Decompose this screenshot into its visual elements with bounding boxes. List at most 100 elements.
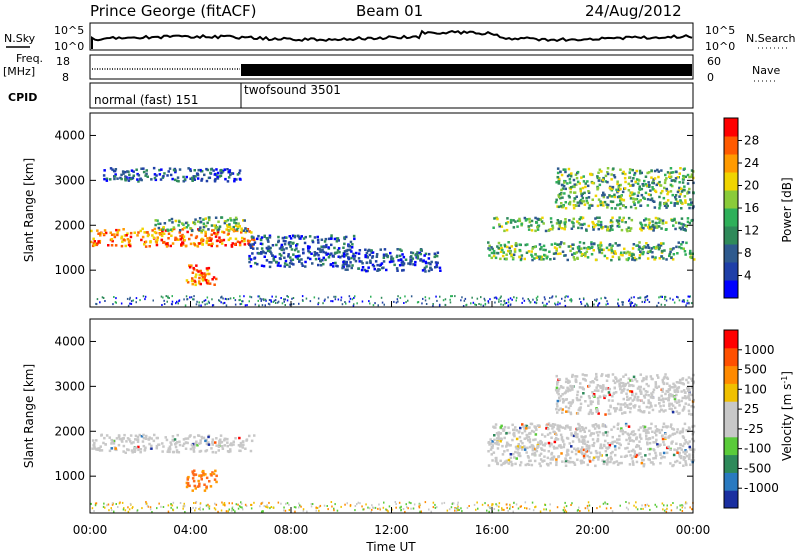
- echo-cell: [133, 231, 136, 234]
- echo-cell: [625, 228, 629, 231]
- echo-cell: [562, 184, 566, 188]
- echo-cell: [191, 470, 194, 473]
- echo-cell: [94, 504, 97, 507]
- echo-cell: [617, 184, 621, 187]
- echo-cell: [683, 167, 686, 170]
- echo-cell: [526, 446, 529, 450]
- echo-cell: [503, 425, 507, 429]
- echo-cell: [127, 240, 131, 244]
- echo-cell: [162, 506, 165, 508]
- echo-cell: [661, 249, 664, 253]
- echo-cell: [596, 439, 600, 442]
- echo-cell: [632, 384, 635, 388]
- echo-cell: [601, 226, 605, 229]
- echo-cell: [642, 401, 645, 405]
- echo-cell: [289, 303, 291, 306]
- echo-cell: [582, 200, 586, 203]
- echo-cell: [497, 431, 500, 434]
- echo-cell: [556, 176, 560, 179]
- echo-cell: [535, 428, 538, 431]
- echo-cell: [670, 504, 672, 507]
- echo-cell: [569, 428, 572, 431]
- echo-cell: [283, 300, 285, 303]
- echo-cell: [457, 501, 459, 504]
- echo-cell: [540, 246, 543, 249]
- echo-cell: [498, 223, 501, 226]
- echo-cell: [682, 450, 685, 454]
- echo-cell: [308, 251, 311, 254]
- echo-cell: [344, 254, 348, 257]
- echo-cell: [675, 170, 678, 174]
- echo-cell: [333, 507, 335, 510]
- echo-cell: [527, 225, 530, 228]
- echo-cell: [260, 502, 262, 505]
- echo-cell: [531, 444, 534, 447]
- echo-cell: [622, 198, 626, 202]
- echo-cell: [174, 219, 178, 223]
- echo-cell: [673, 395, 677, 399]
- echo-cell: [592, 425, 595, 428]
- echo-cell: [583, 374, 587, 377]
- echo-cell: [189, 296, 191, 299]
- echo-cell: [648, 227, 651, 231]
- echo-cell: [588, 396, 591, 400]
- echo-cell: [518, 255, 522, 259]
- echo-cell: [600, 248, 604, 251]
- echo-cell: [673, 218, 676, 222]
- echo-cell: [669, 201, 673, 204]
- echo-cell: [307, 249, 310, 253]
- echo-cell: [588, 429, 591, 433]
- echo-cell: [364, 254, 367, 257]
- echo-cell: [328, 253, 332, 257]
- echo-cell: [597, 171, 600, 174]
- echo-cell: [638, 245, 641, 248]
- echo-cell: [311, 240, 315, 244]
- echo-cell: [124, 178, 127, 181]
- echo-cell: [350, 246, 354, 249]
- echo-cell: [298, 260, 301, 263]
- echo-cell: [619, 207, 622, 210]
- echo-cell: [581, 426, 584, 430]
- echo-cell: [672, 179, 675, 182]
- echo-cell: [606, 300, 608, 303]
- echo-cell: [96, 447, 99, 450]
- echo-cell: [275, 243, 278, 247]
- echo-cell: [205, 281, 209, 284]
- echo-cell: [692, 448, 696, 451]
- echo-cell: [679, 456, 683, 460]
- echo-cell: [456, 503, 459, 506]
- echo-cell: [155, 444, 159, 448]
- echo-cell: [609, 455, 613, 459]
- echo-cell: [575, 396, 579, 400]
- echo-cell: [623, 247, 626, 251]
- nsky-tick-top: 10^5: [54, 24, 84, 37]
- echo-cell: [597, 198, 601, 201]
- echo-cell: [600, 244, 603, 247]
- echo-cell: [625, 251, 628, 255]
- echo-cell: [186, 230, 189, 234]
- echo-cell: [595, 431, 599, 434]
- echo-cell: [687, 191, 691, 194]
- echo-cell: [642, 377, 645, 380]
- velocity-frame: [89, 318, 694, 514]
- echo-cell: [334, 298, 337, 301]
- echo-cell: [137, 445, 140, 449]
- echo-cell: [291, 234, 295, 237]
- echo-cell: [252, 243, 255, 246]
- echo-cell: [229, 227, 233, 231]
- echo-cell: [120, 237, 123, 240]
- echo-cell: [580, 451, 584, 454]
- echo-cell: [267, 506, 269, 509]
- echo-cell: [589, 402, 593, 406]
- echo-cell: [220, 509, 223, 512]
- echo-cell: [665, 202, 668, 205]
- echo-cell: [517, 443, 520, 446]
- echo-cell: [265, 299, 267, 302]
- echo-cell: [240, 227, 243, 230]
- echo-cell: [659, 201, 662, 204]
- echo-cell: [174, 445, 178, 449]
- echo-cell: [259, 238, 263, 241]
- echo-cell: [126, 170, 129, 173]
- echo-cell: [550, 453, 553, 456]
- echo-cell: [575, 375, 579, 378]
